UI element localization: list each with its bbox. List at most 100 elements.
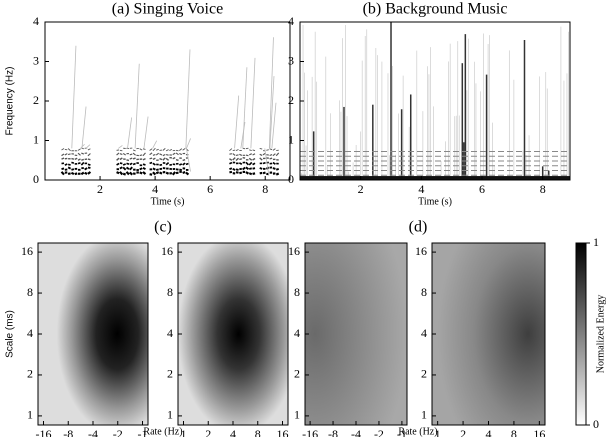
- harmonic: [126, 159, 130, 162]
- x-tick-label: -16: [36, 427, 52, 437]
- heatmap-image: [431, 242, 546, 426]
- x-tick-label: 2: [460, 427, 466, 437]
- x-tick-label: 8: [511, 427, 517, 437]
- harmonic: [156, 148, 159, 151]
- x-axis-label: Time (s): [151, 196, 185, 207]
- harmonic: [152, 171, 157, 176]
- colorbar-label: Normalized Energy: [595, 295, 606, 373]
- y-tick-label: 1: [288, 132, 294, 146]
- y-tick-label: 3: [288, 53, 294, 67]
- y-tick-label: 4: [421, 326, 427, 340]
- harmonic: [132, 149, 136, 152]
- harmonic: [61, 153, 65, 157]
- harmonic: [61, 157, 65, 160]
- harmonic: [235, 171, 239, 174]
- low-band: [300, 176, 570, 180]
- colorbar: [575, 242, 587, 426]
- harmonic: [252, 153, 256, 156]
- harmonic: [119, 166, 123, 170]
- x-tick-label: -8: [63, 427, 73, 437]
- harmonic: [245, 147, 249, 150]
- harmonic: [87, 163, 91, 166]
- y-axis-label: Frequency (Hz): [5, 67, 16, 136]
- x-tick-label: 8: [262, 182, 268, 196]
- harmonic: [67, 148, 71, 152]
- trace: [80, 143, 85, 149]
- harmonic: [116, 171, 120, 175]
- harmonic: [275, 168, 279, 171]
- harmonic: [259, 147, 263, 150]
- trace: [81, 106, 87, 149]
- harmonic: [172, 156, 176, 160]
- harmonic: [172, 152, 176, 156]
- harmonic: [162, 157, 166, 161]
- trace: [268, 37, 274, 149]
- harmonic: [159, 163, 163, 166]
- y-tick-label: 8: [27, 285, 33, 299]
- y-tick-label: 4: [288, 14, 294, 28]
- harmonic: [165, 161, 170, 166]
- harmonic: [81, 158, 85, 161]
- harmonic: [152, 157, 156, 160]
- harmonic: [252, 149, 256, 152]
- harmonic: [142, 163, 146, 166]
- x-tick-label: -4: [88, 427, 98, 437]
- harmonic: [149, 148, 153, 151]
- harmonic: [116, 162, 120, 166]
- harmonic: [245, 171, 250, 175]
- harmonic: [232, 157, 236, 161]
- y-tick-label: 8: [294, 285, 300, 299]
- harmonic: [162, 153, 166, 157]
- harmonic: [80, 171, 85, 176]
- harmonic: [182, 158, 186, 162]
- harmonic: [149, 173, 153, 176]
- harmonic: [80, 161, 85, 166]
- y-tick-label: 0: [288, 172, 294, 186]
- harmonic: [266, 149, 269, 151]
- harmonic: [116, 157, 120, 161]
- harmonic: [87, 153, 91, 157]
- harmonic: [229, 170, 233, 174]
- harmonic: [239, 153, 243, 156]
- harmonic: [269, 148, 273, 151]
- harmonic: [182, 162, 186, 166]
- harmonic: [235, 154, 239, 156]
- trace: [152, 140, 158, 149]
- harmonic: [132, 152, 136, 156]
- harmonic: [119, 162, 123, 165]
- harmonic: [81, 152, 85, 155]
- harmonic: [232, 149, 236, 152]
- trace: [185, 49, 191, 149]
- harmonic: [64, 163, 68, 166]
- harmonic: [162, 148, 166, 151]
- heatmap-image: [37, 242, 149, 426]
- harmonic: [245, 166, 250, 170]
- harmonic: [77, 152, 81, 156]
- harmonic: [275, 172, 280, 176]
- y-axis-label: Scale (ms): [5, 310, 16, 358]
- panel-title: (d): [409, 219, 428, 236]
- y-tick-label: 0: [33, 172, 39, 186]
- x-tick-label: 4: [230, 427, 236, 437]
- x-tick-label: -16: [302, 427, 318, 437]
- harmonic: [77, 162, 81, 165]
- harmonic: [272, 153, 276, 157]
- harmonic: [70, 171, 75, 175]
- harmonic: [165, 154, 169, 156]
- panel-title: (b) Background Music: [363, 1, 508, 18]
- harmonic: [159, 153, 163, 156]
- x-tick-label: 1: [181, 427, 187, 437]
- harmonic: [262, 161, 266, 165]
- y-tick-label: 8: [421, 285, 427, 299]
- trace: [271, 102, 277, 149]
- harmonic: [272, 161, 276, 165]
- y-tick-label: 1: [27, 408, 33, 422]
- harmonic: [139, 148, 143, 151]
- x-tick-label: 6: [479, 182, 485, 196]
- harmonic: [139, 171, 143, 175]
- harmonic: [84, 167, 88, 171]
- harmonic: [122, 152, 126, 156]
- x-tick-label: 8: [540, 182, 546, 196]
- harmonic: [87, 158, 91, 161]
- trace: [71, 45, 77, 149]
